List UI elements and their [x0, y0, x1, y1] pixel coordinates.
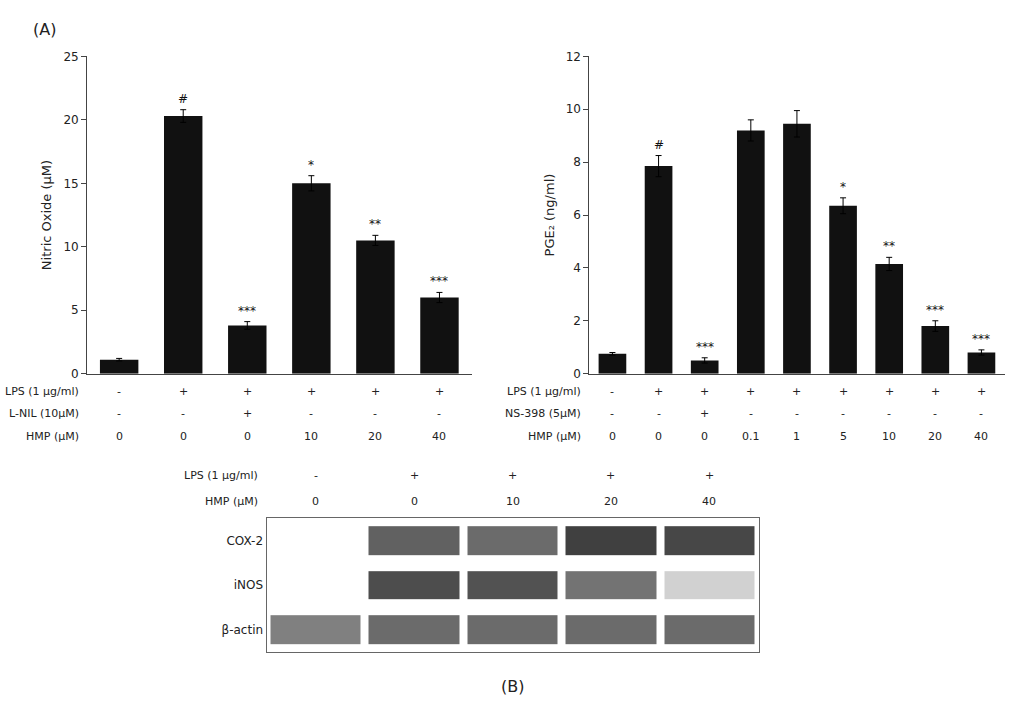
- svg-text:0: 0: [573, 367, 581, 381]
- svg-text:-: -: [979, 407, 983, 420]
- svg-text:10: 10: [63, 240, 78, 254]
- svg-text:-: -: [795, 407, 799, 420]
- svg-text:HMP (μM): HMP (μM): [528, 430, 581, 443]
- svg-text:(B): (B): [501, 677, 524, 696]
- svg-text:HMP (μM): HMP (μM): [26, 430, 79, 443]
- svg-text:-: -: [610, 407, 614, 420]
- svg-text:+: +: [508, 469, 517, 482]
- svg-text:-: -: [841, 407, 845, 420]
- svg-text:***: ***: [972, 332, 990, 346]
- svg-text:-: -: [117, 385, 121, 398]
- svg-text:*: *: [308, 158, 314, 172]
- svg-text:-: -: [933, 407, 937, 420]
- svg-text:6: 6: [573, 208, 581, 222]
- svg-text:+: +: [243, 385, 252, 398]
- svg-text:0: 0: [244, 430, 251, 443]
- svg-text:5: 5: [71, 303, 79, 317]
- svg-text:β-actin: β-actin: [222, 623, 264, 637]
- svg-text:8: 8: [573, 155, 581, 169]
- svg-text:10: 10: [566, 102, 581, 116]
- svg-text:iNOS: iNOS: [234, 578, 263, 592]
- svg-text:LPS (1 μg/ml): LPS (1 μg/ml): [507, 385, 581, 398]
- svg-text:-: -: [749, 407, 753, 420]
- svg-text:20: 20: [368, 430, 382, 443]
- svg-text:40: 40: [702, 495, 716, 508]
- svg-text:20: 20: [63, 113, 78, 127]
- svg-text:***: ***: [926, 303, 944, 317]
- svg-text:20: 20: [928, 430, 942, 443]
- svg-text:1: 1: [793, 430, 800, 443]
- svg-text:-: -: [437, 407, 441, 420]
- svg-text:12: 12: [566, 50, 581, 64]
- svg-text:+: +: [746, 385, 755, 398]
- svg-text:+: +: [179, 385, 188, 398]
- svg-text:*: *: [840, 180, 846, 194]
- svg-text:0: 0: [411, 495, 418, 508]
- svg-text:0: 0: [701, 430, 708, 443]
- svg-text:***: ***: [238, 304, 256, 318]
- svg-text:0.1: 0.1: [742, 430, 760, 443]
- svg-text:***: ***: [696, 340, 714, 354]
- svg-text:+: +: [307, 385, 316, 398]
- svg-text:+: +: [654, 385, 663, 398]
- svg-text:10: 10: [304, 430, 318, 443]
- svg-text:40: 40: [974, 430, 988, 443]
- svg-text:-: -: [610, 385, 614, 398]
- svg-text:0: 0: [609, 430, 616, 443]
- svg-text:+: +: [839, 385, 848, 398]
- svg-text:0: 0: [312, 495, 319, 508]
- svg-text:0: 0: [180, 430, 187, 443]
- svg-text:20: 20: [604, 495, 618, 508]
- svg-text:0: 0: [71, 367, 79, 381]
- svg-text:NS-398 (5μM): NS-398 (5μM): [505, 407, 581, 420]
- svg-text:+: +: [931, 385, 940, 398]
- svg-text:10: 10: [506, 495, 520, 508]
- svg-text:Nitric Oxide (μM): Nitric Oxide (μM): [39, 160, 54, 270]
- svg-text:+: +: [371, 385, 380, 398]
- svg-text:2: 2: [573, 314, 581, 328]
- svg-text:COX-2: COX-2: [226, 534, 263, 548]
- svg-text:+: +: [606, 469, 615, 482]
- svg-text:+: +: [410, 469, 419, 482]
- svg-text:5: 5: [840, 430, 847, 443]
- svg-text:***: ***: [430, 274, 448, 288]
- svg-text:0: 0: [655, 430, 662, 443]
- svg-text:-: -: [373, 407, 377, 420]
- svg-text:-: -: [309, 407, 313, 420]
- svg-text:-: -: [181, 407, 185, 420]
- svg-text:4: 4: [573, 261, 581, 275]
- svg-text:15: 15: [63, 177, 78, 191]
- svg-text:+: +: [243, 407, 252, 420]
- svg-text:(A): (A): [33, 20, 56, 39]
- svg-text:-: -: [117, 407, 121, 420]
- svg-text:LPS (1 μg/ml): LPS (1 μg/ml): [184, 469, 258, 482]
- svg-text:LPS (1 μg/ml): LPS (1 μg/ml): [5, 385, 79, 398]
- svg-text:+: +: [792, 385, 801, 398]
- svg-text:#: #: [654, 138, 664, 152]
- svg-text:**: **: [369, 217, 381, 231]
- svg-text:0: 0: [116, 430, 123, 443]
- svg-text:+: +: [700, 407, 709, 420]
- svg-text:PGE₂ (ng/ml): PGE₂ (ng/ml): [542, 174, 557, 257]
- svg-text:-: -: [887, 407, 891, 420]
- svg-text:**: **: [883, 239, 895, 253]
- svg-text:10: 10: [882, 430, 896, 443]
- svg-text:-: -: [657, 407, 661, 420]
- svg-text:#: #: [178, 92, 188, 106]
- svg-text:L-NIL (10μM): L-NIL (10μM): [9, 407, 79, 420]
- svg-text:+: +: [885, 385, 894, 398]
- svg-text:+: +: [435, 385, 444, 398]
- svg-text:+: +: [977, 385, 986, 398]
- svg-text:+: +: [705, 469, 714, 482]
- svg-text:+: +: [700, 385, 709, 398]
- svg-text:40: 40: [432, 430, 446, 443]
- svg-text:-: -: [314, 469, 318, 482]
- svg-text:HMP (μM): HMP (μM): [205, 495, 258, 508]
- svg-text:25: 25: [63, 50, 78, 64]
